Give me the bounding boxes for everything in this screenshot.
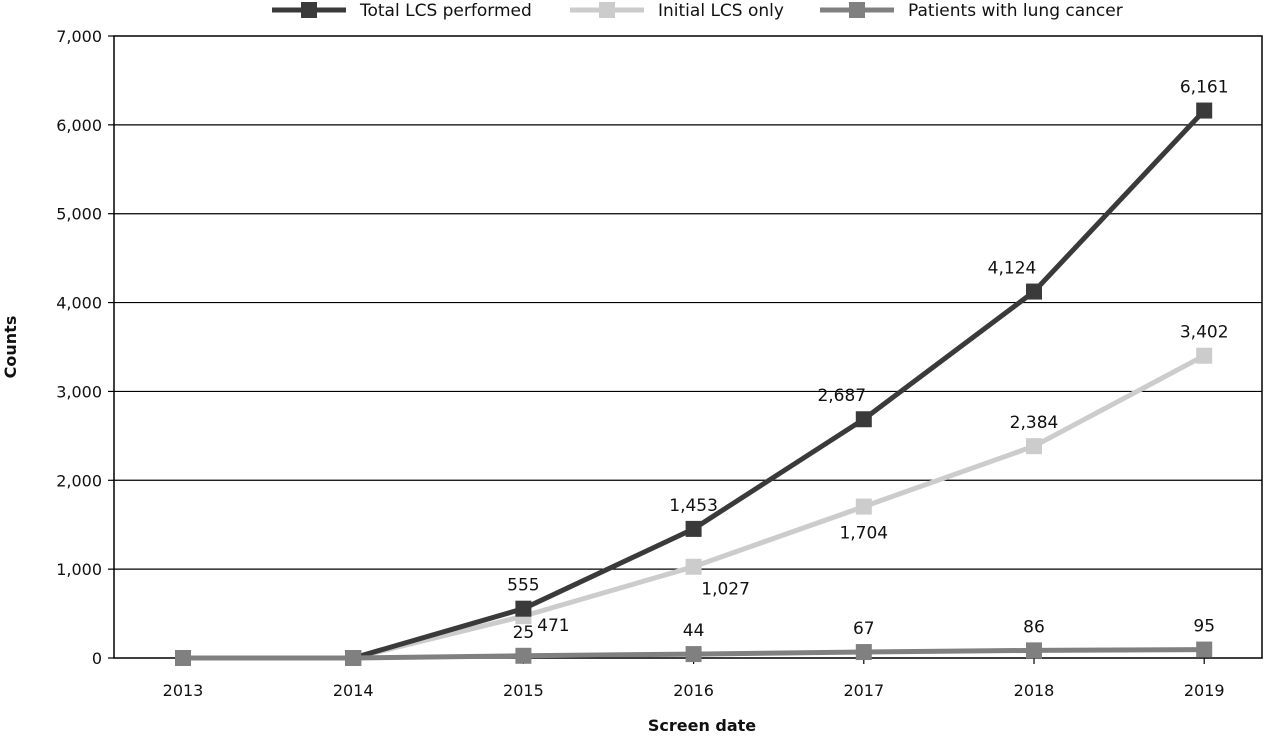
data-label: 1,704 <box>839 524 888 544</box>
x-tick-label: 2017 <box>843 681 884 700</box>
y-tick-label: 1,000 <box>56 560 102 579</box>
data-label: 2,687 <box>817 386 866 406</box>
legend-swatch-marker <box>301 2 317 18</box>
data-point <box>685 558 702 575</box>
y-tick-label: 6,000 <box>56 116 102 135</box>
x-axis: 2013 2014 2015 2016 2017 2018 2019 <box>163 658 1225 700</box>
y-axis-title: Counts <box>1 316 20 379</box>
data-label: 471 <box>537 616 569 636</box>
data-label: 67 <box>853 619 875 639</box>
data-label: 6,161 <box>1180 78 1229 98</box>
data-label: 95 <box>1193 617 1215 637</box>
x-tick-label: 2016 <box>673 681 714 700</box>
data-point <box>685 646 702 663</box>
y-tick-label: 4,000 <box>56 294 102 313</box>
data-point <box>1026 438 1042 455</box>
x-tick-label: 2019 <box>1184 681 1225 700</box>
data-labels: 555 1,453 2,687 4,124 6,161 471 1,027 1,704 2,38… <box>507 78 1228 643</box>
data-label: 3,402 <box>1180 323 1229 343</box>
data-point <box>1196 102 1213 119</box>
series-line <box>183 108 1207 661</box>
data-point <box>1196 641 1213 658</box>
data-label: 1,453 <box>669 496 718 516</box>
data-point <box>515 600 532 617</box>
data-label: 44 <box>683 621 705 641</box>
y-axis: 0 1,000 2,000 3,000 4,000 5,000 6,000 7,000 <box>56 27 114 668</box>
data-point <box>1196 347 1213 364</box>
legend-swatch-marker <box>849 2 865 18</box>
data-label: 4,124 <box>988 259 1037 279</box>
data-point <box>855 498 872 515</box>
data-point <box>855 411 872 428</box>
legend: Total LCS performed Initial LCS only Patie… <box>272 1 1123 21</box>
y-tick-label: 5,000 <box>56 205 102 224</box>
x-axis-title: Screen date <box>648 716 756 735</box>
data-point <box>175 650 191 666</box>
data-point <box>1026 642 1042 659</box>
y-tick-label: 0 <box>92 649 102 668</box>
gridlines <box>114 124 1262 570</box>
x-tick-label: 2014 <box>333 681 374 700</box>
data-label: 1,027 <box>701 580 750 600</box>
x-tick-label: 2013 <box>163 681 204 700</box>
legend-swatch-marker <box>599 2 615 18</box>
legend-label: Total LCS performed <box>359 1 532 21</box>
data-label: 2,384 <box>1010 413 1059 433</box>
data-point <box>515 647 532 664</box>
x-tick-label: 2015 <box>503 681 544 700</box>
legend-label: Initial LCS only <box>658 1 784 21</box>
data-label: 25 <box>513 623 535 643</box>
series-group <box>175 102 1213 666</box>
data-point <box>1026 283 1042 300</box>
data-label: 86 <box>1023 617 1045 637</box>
y-tick-label: 7,000 <box>56 27 102 46</box>
legend-label: Patients with lung cancer <box>908 1 1123 21</box>
data-point <box>685 520 702 537</box>
data-point <box>345 650 362 666</box>
data-point <box>855 644 872 661</box>
y-tick-label: 3,000 <box>56 382 102 401</box>
x-tick-label: 2018 <box>1014 681 1055 700</box>
y-tick-label: 2,000 <box>56 471 102 490</box>
data-label: 555 <box>507 576 539 596</box>
